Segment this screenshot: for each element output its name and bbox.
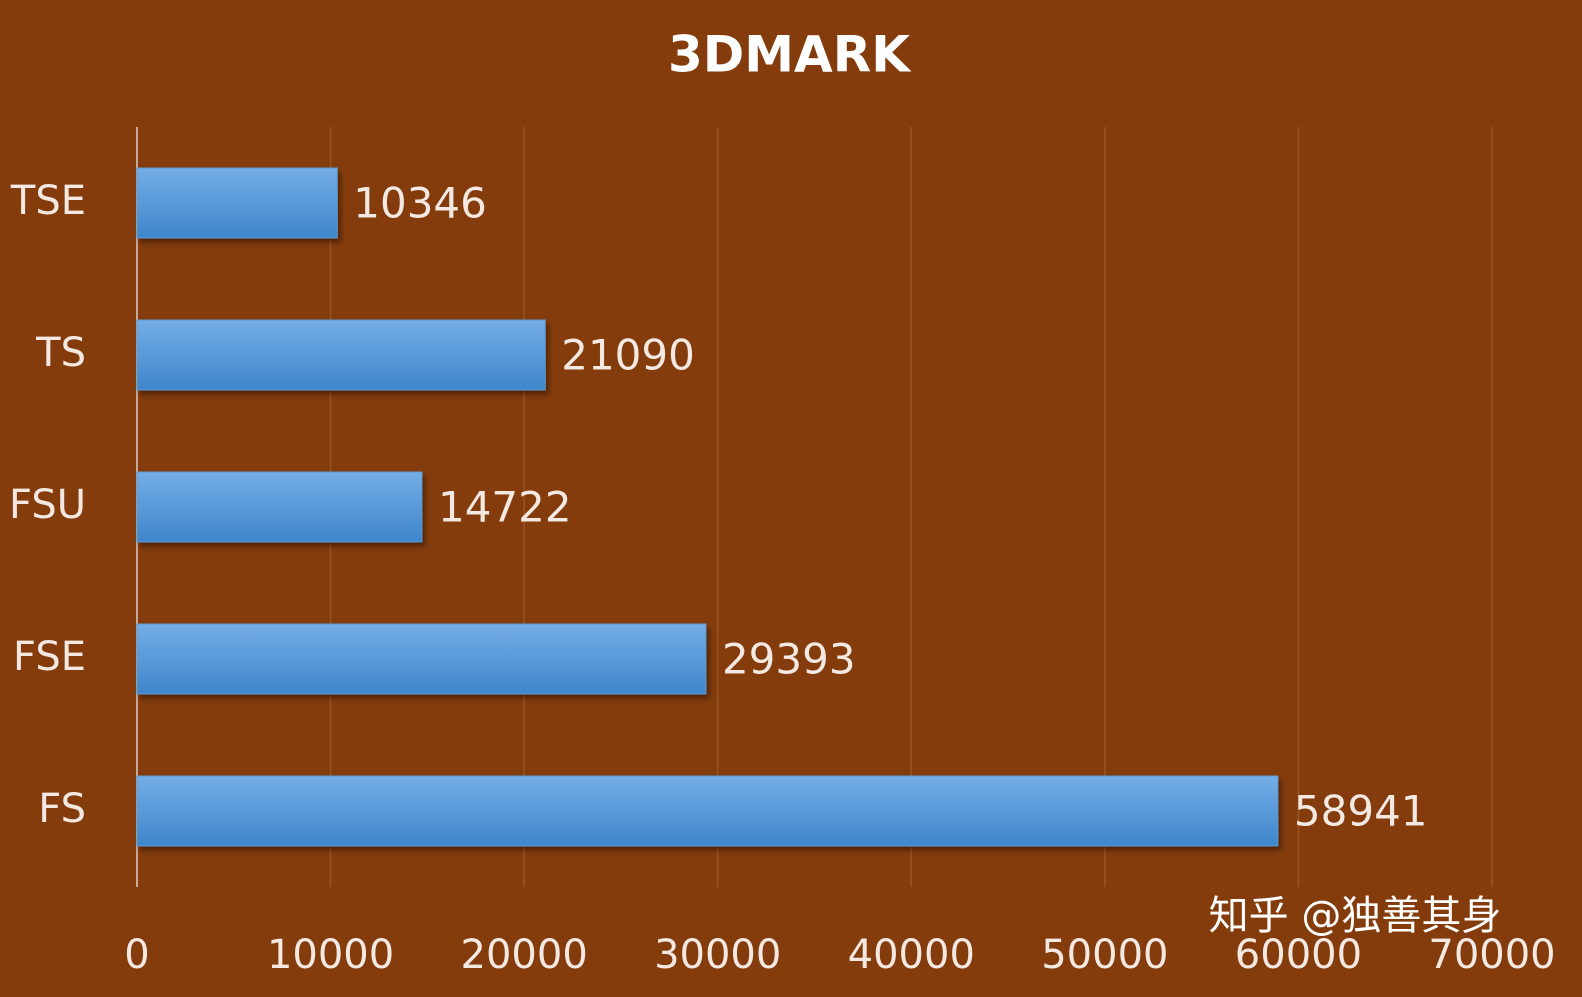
watermark: 知乎 @独善其身: [1209, 893, 1502, 939]
x-tick-label: 30000: [654, 932, 781, 978]
y-tick-label: TS: [35, 330, 86, 376]
data-label: 21090: [561, 331, 695, 380]
data-label: 14722: [438, 483, 572, 532]
x-tick-label: 50000: [1041, 932, 1168, 978]
x-tick-label: 70000: [1428, 932, 1555, 978]
x-tick-label: 20000: [461, 932, 588, 978]
y-tick-label: FSE: [13, 634, 86, 680]
x-tick-label: 60000: [1235, 932, 1362, 978]
y-tick-label: FSU: [9, 482, 86, 528]
chart-title: 3DMARK: [668, 26, 912, 84]
bar: [136, 775, 1279, 847]
x-tick-label: 40000: [848, 932, 975, 978]
y-tick-label: FS: [38, 786, 86, 832]
data-label: 10346: [353, 179, 487, 228]
y-tick-label: TSE: [10, 178, 86, 224]
bar: [136, 167, 338, 239]
x-tick-label: 10000: [267, 932, 394, 978]
bar: [136, 623, 707, 695]
bar: [136, 471, 423, 543]
data-label: 58941: [1294, 787, 1428, 836]
data-label: 29393: [722, 635, 856, 684]
x-tick-label: 0: [124, 932, 149, 978]
bar: [136, 319, 546, 391]
